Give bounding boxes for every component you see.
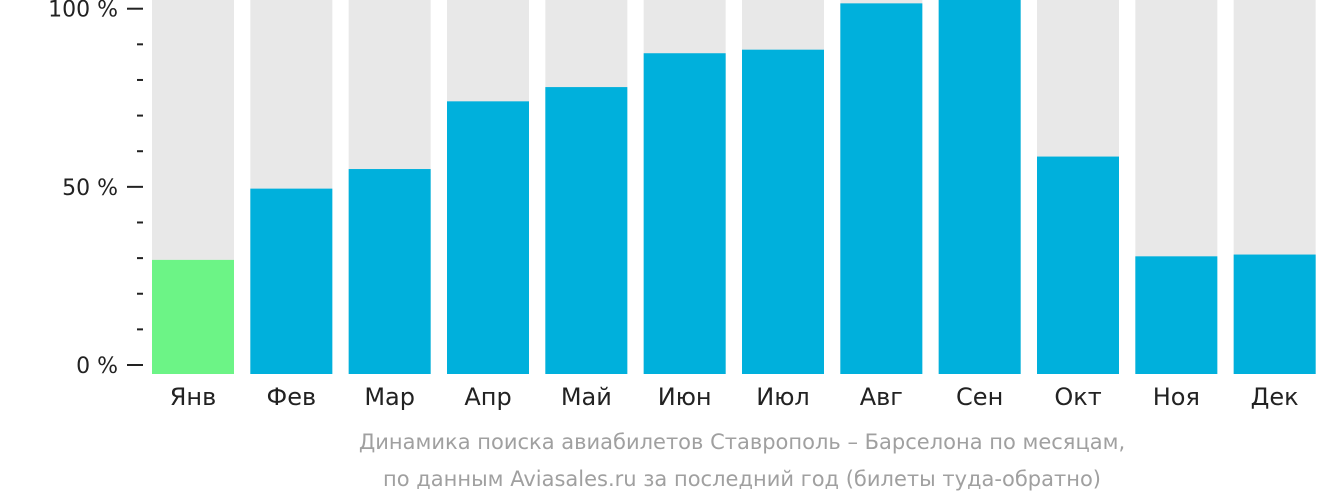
chart-caption-line-2: по данным Aviasales.ru за последний год …	[383, 467, 1101, 491]
bar-1[interactable]	[152, 259, 234, 374]
chart-caption-line-1: Динамика поиска авиабилетов Ставрополь –…	[358, 430, 1126, 454]
x-tick-label: Дек	[1251, 383, 1299, 411]
bar-5[interactable]	[545, 87, 628, 374]
x-axis-labels: Янв Фев Мар Апр Май Июн Июл Авг Сен Окт Ноя Дек	[170, 383, 1299, 411]
x-tick-label: Июл	[756, 383, 810, 411]
bar-2[interactable]	[250, 188, 333, 374]
bar-10[interactable]	[1037, 156, 1119, 374]
x-tick-label: Окт	[1054, 383, 1101, 411]
x-tick-label: Авг	[860, 383, 903, 411]
bar-12[interactable]	[1233, 254, 1316, 374]
bar-11[interactable]	[1135, 256, 1218, 374]
y-tick-label: 100 %	[48, 0, 118, 23]
bar-9[interactable]	[938, 0, 1021, 374]
y-axis: 0 % 50 % 100 %	[48, 0, 143, 379]
x-tick-label: Янв	[170, 383, 217, 411]
x-tick-label: Фев	[267, 383, 317, 411]
bar-3[interactable]	[348, 169, 431, 374]
x-tick-label: Мар	[364, 383, 415, 411]
bar-4[interactable]	[447, 101, 529, 374]
bar-7[interactable]	[742, 49, 824, 374]
x-tick-label: Май	[561, 383, 612, 411]
y-tick-label: 0 %	[76, 354, 118, 379]
x-tick-label: Сен	[956, 383, 1003, 411]
bars-group	[152, 0, 1316, 375]
bar-6[interactable]	[643, 53, 726, 375]
x-tick-label: Апр	[464, 383, 511, 411]
x-tick-label: Ноя	[1153, 383, 1200, 411]
y-tick-label: 50 %	[62, 176, 118, 201]
bar-8[interactable]	[840, 3, 923, 375]
x-tick-label: Июн	[658, 383, 712, 411]
